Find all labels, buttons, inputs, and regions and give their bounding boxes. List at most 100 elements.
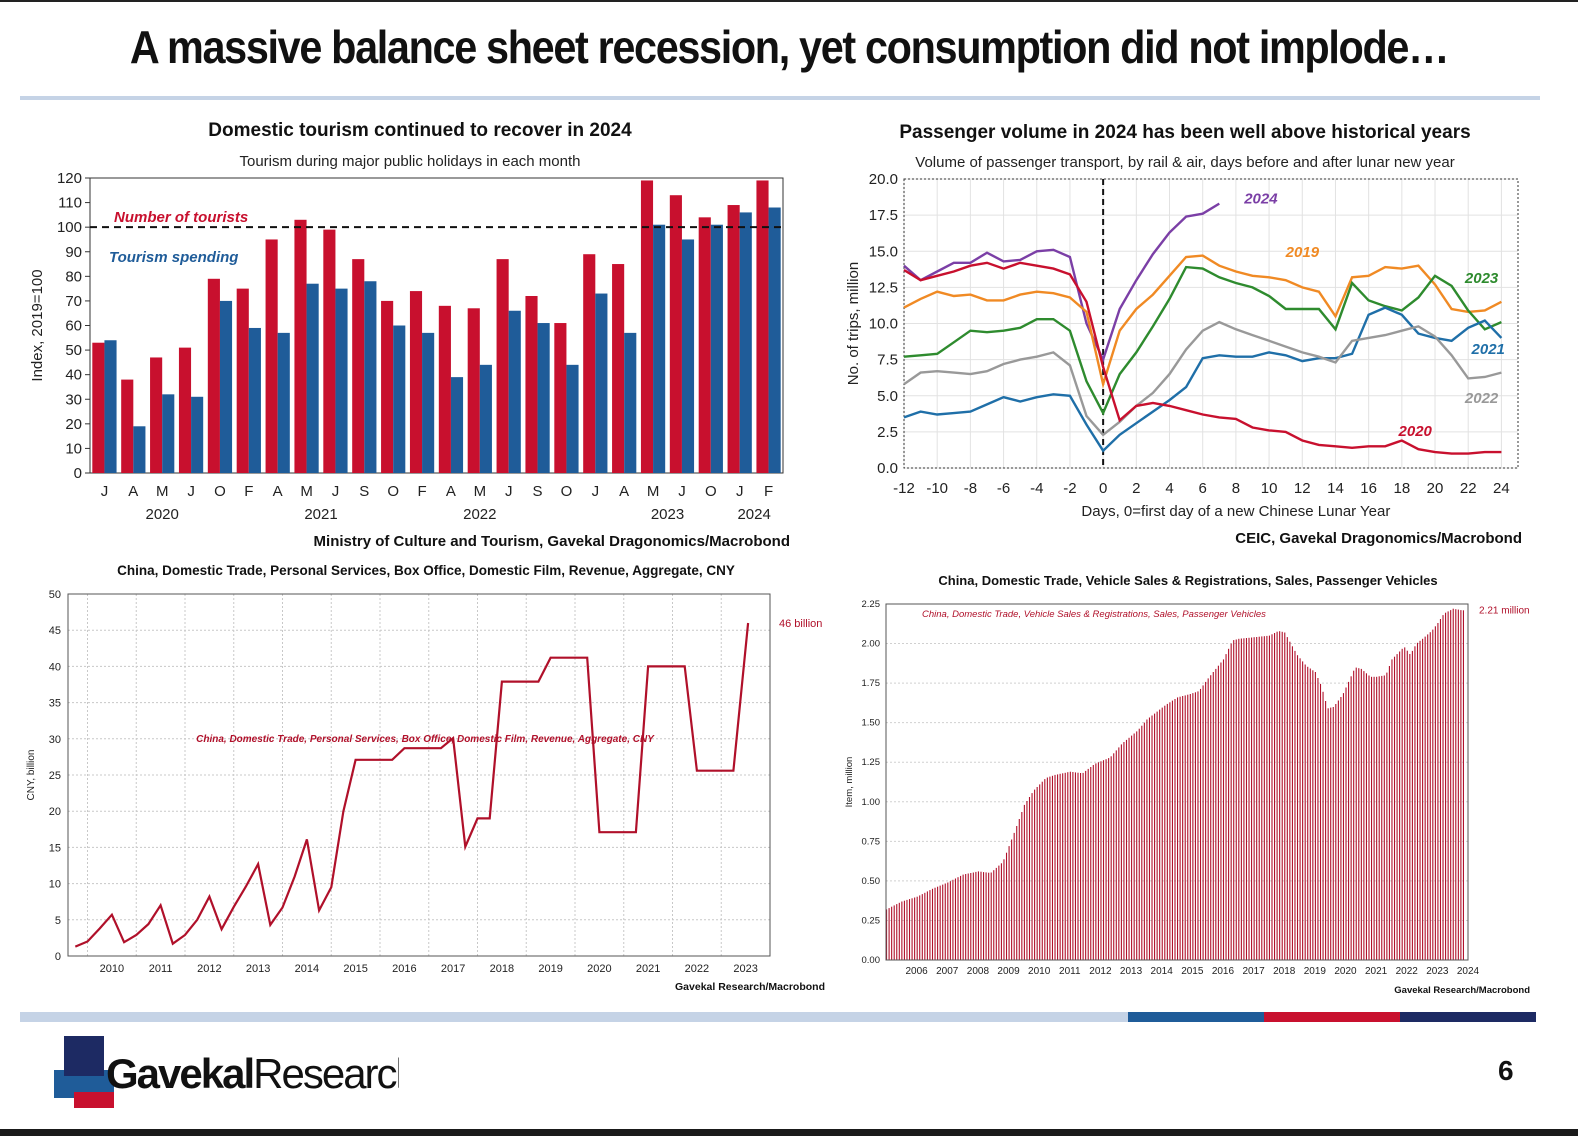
vehicle-bar: [1228, 648, 1230, 960]
x-tick-label: 14: [1327, 480, 1344, 497]
bar-spending: [537, 323, 550, 473]
vehicle-bar: [1156, 711, 1158, 960]
vehicle-bar: [1125, 739, 1128, 960]
x-tick-label: 2018: [490, 963, 514, 975]
box-office-chart: China, Domestic Trade, Personal Services…: [26, 563, 825, 993]
vehicle-bar: [903, 900, 905, 960]
x-tick-label: 2: [1132, 480, 1140, 497]
bar-spending: [422, 332, 435, 473]
vehicle-bar: [1034, 789, 1036, 960]
vehicle-bar: [1177, 697, 1179, 960]
y-tick-label: 50: [65, 342, 82, 359]
bar-tourists: [438, 305, 451, 473]
vehicle-bar: [957, 877, 959, 960]
x-tick-label: 0: [1099, 480, 1107, 497]
vehicle-bar: [990, 872, 992, 960]
vehicle-bar: [1317, 678, 1319, 960]
y-axis-label: CNY, billion: [26, 750, 37, 801]
vehicle-bar: [1039, 784, 1041, 960]
bar-tourists: [323, 229, 336, 473]
vehicle-bar: [1281, 631, 1283, 960]
vehicle-bar: [1294, 650, 1296, 960]
bar-tourists: [381, 300, 394, 473]
x-tick-label: 18: [1393, 480, 1410, 497]
vehicle-bar: [1386, 672, 1388, 960]
series-label-2022: 2022: [1464, 390, 1499, 407]
vehicle-bar: [944, 883, 946, 960]
y-tick-label: 30: [65, 391, 82, 408]
vehicle-bar: [1051, 775, 1054, 960]
vehicle-bar: [1353, 670, 1355, 960]
logo-text-light: Research: [253, 1050, 399, 1097]
vehicle-bar: [891, 906, 893, 960]
vehicle-bar: [1279, 631, 1281, 960]
vehicle-bar: [998, 865, 1000, 960]
x-tick-label: A: [446, 483, 456, 500]
series-line-2020: [903, 261, 1502, 455]
x-tick-label: -12: [893, 480, 915, 497]
vehicle-bar: [1021, 812, 1023, 960]
x-tick-label: 2016: [392, 963, 416, 975]
vehicle-bar: [1105, 759, 1107, 960]
y-tick-label: 2.00: [862, 639, 881, 650]
vehicle-bar: [1363, 671, 1365, 960]
bar-spending: [768, 207, 781, 473]
x-tick-label: M: [300, 483, 313, 500]
y-tick-label: 1.50: [862, 718, 881, 729]
bar-spending: [191, 396, 204, 473]
vehicle-bar: [942, 884, 944, 960]
vehicle-bar: [995, 867, 997, 960]
end-value-label: 2.21 million: [1479, 605, 1530, 616]
bar-spending: [306, 283, 319, 473]
vehicle-bar: [1057, 774, 1059, 960]
bar-spending: [133, 426, 146, 473]
vehicle-bar: [888, 908, 890, 960]
vehicle-bar: [1194, 692, 1196, 960]
x-tick-label: 2015: [343, 963, 367, 975]
y-axis-label: Item, million: [844, 757, 855, 808]
vehicle-bar: [1276, 631, 1278, 960]
vehicle-bar: [1199, 688, 1202, 960]
y-tick-label: 7.5: [877, 352, 898, 369]
vehicle-bar: [1447, 611, 1449, 960]
x-tick-label: A: [619, 483, 629, 500]
vehicle-bar: [1154, 713, 1156, 960]
vehicle-bar: [1082, 772, 1084, 960]
vehicle-bar: [1016, 826, 1018, 960]
x-tick-label: 8: [1232, 480, 1240, 497]
x-tick-label: 2008: [967, 966, 990, 977]
vehicle-bar: [1080, 773, 1082, 960]
x-tick-label: 2012: [1089, 966, 1112, 977]
vehicle-bar: [1450, 610, 1452, 960]
vehicle-bar: [1143, 722, 1145, 960]
legend-tourists: Number of tourists: [114, 209, 248, 226]
x-tick-label: 2010: [100, 963, 124, 975]
x-tick-label: 2023: [1426, 966, 1449, 977]
vehicle-bar: [1013, 832, 1015, 960]
x-tick-label: F: [764, 483, 773, 500]
vehicle-bar: [1439, 619, 1442, 960]
vehicle-bar: [1123, 742, 1125, 960]
series-label: China, Domestic Trade, Personal Services…: [196, 734, 655, 745]
series-line-2022: [903, 320, 1502, 437]
vehicle-bar: [960, 875, 962, 960]
x-tick-label: O: [561, 483, 573, 500]
footer-bar-navy: [1400, 1012, 1536, 1022]
bottom-border: [0, 1129, 1578, 1136]
bar-spending: [219, 300, 233, 473]
year-label: 2023: [651, 506, 684, 523]
vehicle-bar: [1131, 735, 1133, 960]
x-tick-label: 2021: [636, 963, 660, 975]
x-tick-label: S: [359, 483, 369, 500]
vehicle-bar: [1271, 634, 1273, 960]
x-tick-label: S: [533, 483, 543, 500]
vehicle-bar: [1115, 750, 1117, 960]
logo-square-navy: [64, 1036, 104, 1076]
x-tick-label: J: [736, 483, 744, 500]
vehicle-bar: [1046, 777, 1048, 960]
x-tick-label: -2: [1063, 480, 1076, 497]
x-tick-label: 10: [1261, 480, 1278, 497]
footer-bar-blue: [1128, 1012, 1264, 1022]
y-tick-label: 10: [49, 879, 61, 891]
x-tick-label: J: [101, 483, 109, 500]
